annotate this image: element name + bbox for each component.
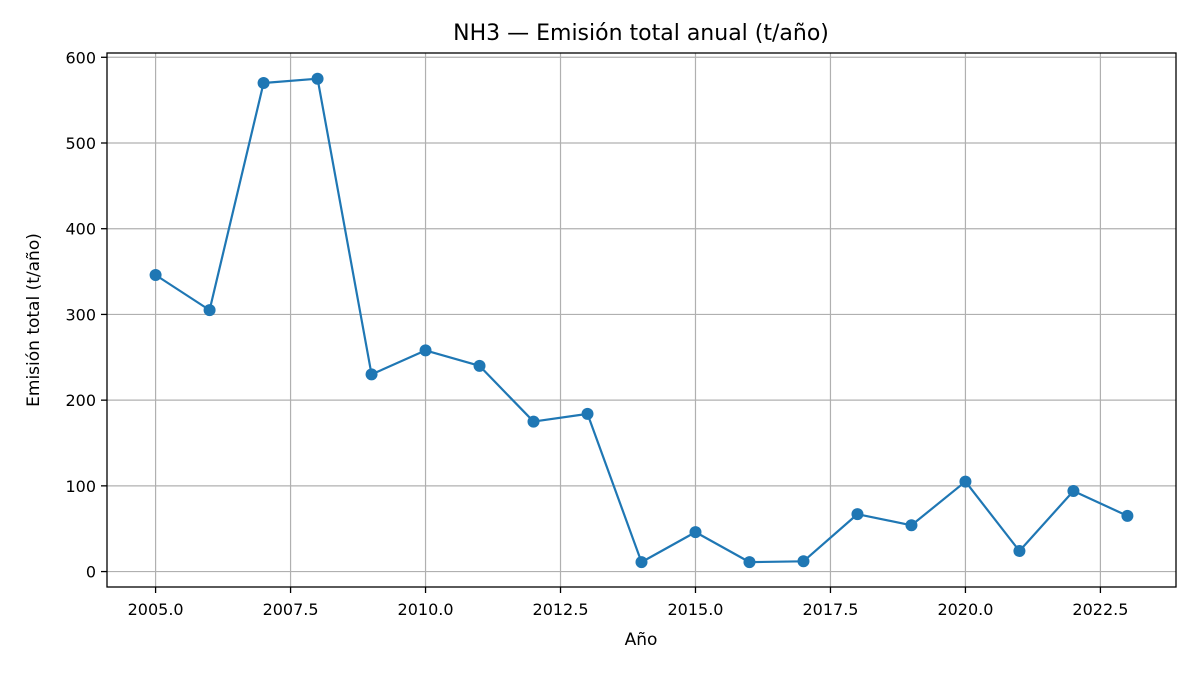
y-tick-label: 200 — [65, 391, 96, 410]
y-tick-label: 600 — [65, 48, 96, 67]
x-tick-label: 2020.0 — [937, 600, 993, 619]
data-point — [797, 555, 810, 568]
chart-title: NH3 — Emisión total anual (t/año) — [453, 21, 829, 46]
x-tick-label: 2015.0 — [667, 600, 723, 619]
data-point — [257, 77, 270, 89]
data-point — [203, 304, 216, 317]
y-tick-label: 0 — [86, 563, 96, 582]
data-point — [527, 415, 540, 428]
data-point — [743, 556, 756, 569]
data-point — [473, 359, 486, 372]
x-tick-label: 2005.0 — [128, 600, 184, 619]
data-point — [905, 519, 918, 532]
series-group — [149, 72, 1134, 569]
data-point — [149, 269, 162, 281]
x-tick-label: 2017.5 — [802, 600, 858, 619]
data-point — [635, 556, 648, 569]
data-point — [419, 344, 432, 357]
y-tick-label: 400 — [65, 220, 96, 239]
data-point — [581, 407, 594, 420]
data-point — [851, 508, 864, 521]
data-point — [959, 475, 972, 488]
x-tick-label: 2010.0 — [398, 600, 454, 619]
x-axis-label: Año — [625, 630, 658, 650]
y-tick-label: 100 — [65, 477, 96, 496]
y-tick-label: 300 — [65, 305, 96, 324]
x-tick-label: 2007.5 — [263, 600, 319, 619]
axes-frame — [106, 52, 1177, 588]
data-point — [689, 526, 702, 539]
y-axis-label: Emisión total (t/año) — [24, 233, 44, 407]
data-point — [365, 368, 378, 381]
grid — [107, 53, 1176, 587]
ticks: 2005.0 2007.5 2010.0 2012.5 2015.0 2017.5 2020… — [65, 48, 1128, 619]
y-tick-label: 500 — [65, 134, 96, 153]
x-tick-label: 2022.5 — [1072, 600, 1128, 619]
data-point — [1013, 545, 1026, 557]
x-tick-label: 2012.5 — [533, 600, 589, 619]
data-point — [311, 72, 324, 85]
data-point — [1121, 509, 1134, 522]
data-point — [1067, 485, 1080, 497]
